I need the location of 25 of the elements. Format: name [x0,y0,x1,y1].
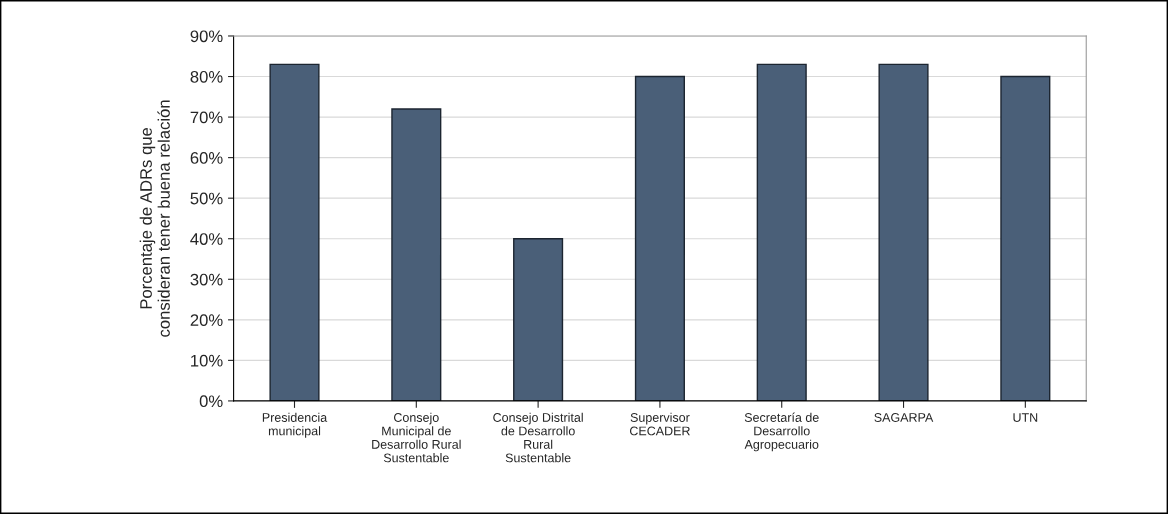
bar [391,108,442,401]
x-tick-label: Consejo Municipal de Desarrollo Rural Sustentable [372,412,461,463]
bar [269,63,320,401]
bar [756,63,807,401]
y-tick-label: 90% [190,30,223,43]
y-tick-label: 60% [190,152,223,164]
x-tick-label: Consejo Distrital de Desarrollo Rural Sustentable [493,412,583,463]
bar [878,63,929,401]
x-tick-label: Secretaría de Desarrollo Agropecuario [744,412,819,452]
y-tick-label: 10% [191,354,223,367]
x-tick-label: SAGARPA [874,413,934,422]
y-tick-label: 0% [199,395,223,408]
y-tick-label: 80% [190,70,223,83]
x-tick-label: Supervisor CECADER [629,412,690,436]
bar [513,238,564,401]
x-tick-label: UTN [1013,413,1038,422]
y-tick-label: 30% [190,273,223,286]
bar [1000,75,1051,401]
y-tick-label: 70% [190,111,223,124]
x-tick-label: Presidencia municipal [262,412,328,438]
y-axis-title: Porcentaje de ADRs que consideran tener buena relación [139,100,170,337]
y-tick-label: 20% [190,314,223,327]
y-tick-label: 40% [190,233,223,245]
bar [634,75,685,401]
y-tick-label: 50% [190,192,223,205]
